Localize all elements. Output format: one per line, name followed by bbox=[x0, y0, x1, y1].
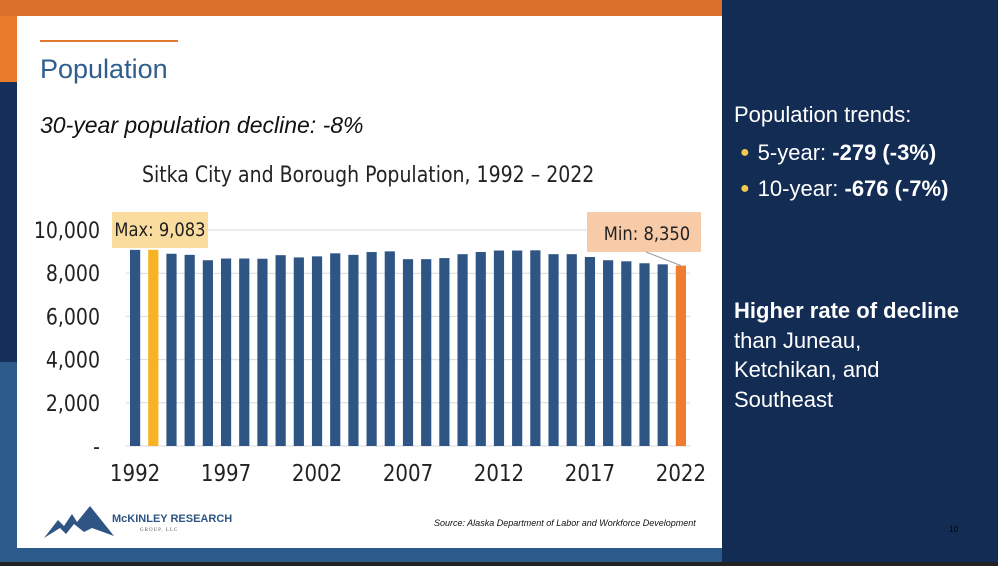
x-tick-label: 2017 bbox=[565, 461, 615, 488]
bar-2019 bbox=[621, 261, 632, 446]
bullet-label: 10-year: bbox=[757, 176, 845, 201]
bar-2001 bbox=[293, 257, 304, 446]
logo-subtitle: GROUP, LLC bbox=[140, 528, 179, 533]
comparison-line-3: Southeast bbox=[734, 387, 834, 412]
slide-subtitle: 30-year population decline: -8% bbox=[40, 112, 364, 138]
bar-1994 bbox=[166, 253, 177, 446]
slide-number: 10 bbox=[949, 525, 958, 534]
x-tick-label: 2007 bbox=[383, 461, 433, 488]
bar-2021 bbox=[657, 264, 668, 446]
min-label: Min: 8,350 bbox=[604, 224, 690, 245]
bar-2008 bbox=[421, 259, 432, 446]
source-note: Source: Alaska Department of Labor and W… bbox=[434, 518, 696, 528]
bar-2022 bbox=[675, 265, 686, 446]
bullet-value: -279 bbox=[832, 140, 883, 165]
bullet-percent: (-7%) bbox=[894, 176, 949, 201]
bar-2013 bbox=[512, 250, 523, 446]
min-label-box bbox=[587, 212, 701, 252]
trend-bullet-10-year: ● 10-year: -676 (-7%) bbox=[740, 176, 948, 202]
y-tick-label: - bbox=[93, 434, 100, 460]
bar-2011 bbox=[475, 252, 486, 446]
title-accent-line bbox=[40, 40, 178, 42]
bar-1999 bbox=[257, 258, 268, 446]
y-tick-label: 6,000 bbox=[46, 304, 100, 330]
bullet-percent: (-3%) bbox=[882, 140, 937, 165]
y-tick-label: 10,000 bbox=[34, 218, 100, 244]
comparison-line-1: than Juneau, bbox=[734, 328, 862, 353]
y-tick-label: 2,000 bbox=[46, 390, 100, 416]
right-panel bbox=[722, 0, 998, 564]
logo-name: McKINLEY RESEARCH bbox=[112, 513, 233, 525]
trends-heading: Population trends: bbox=[734, 102, 912, 127]
max-label-box bbox=[112, 212, 208, 248]
bar-2005 bbox=[366, 252, 377, 446]
bar-1996 bbox=[202, 260, 213, 446]
slide-title: Population bbox=[40, 54, 168, 84]
bar-2020 bbox=[639, 263, 650, 446]
bar-1998 bbox=[239, 258, 250, 446]
x-tick-label: 1992 bbox=[110, 461, 160, 488]
bar-1997 bbox=[220, 258, 232, 446]
x-tick-label: 2002 bbox=[292, 461, 342, 488]
bar-1992 bbox=[130, 249, 141, 446]
bar-2000 bbox=[275, 255, 286, 446]
bullet-value: -676 bbox=[844, 176, 895, 201]
decline-highlight: Higher rate of decline bbox=[734, 298, 959, 323]
top-orange-band bbox=[0, 0, 722, 16]
bar-2012 bbox=[493, 250, 505, 446]
bullet-label: 5-year: bbox=[757, 140, 833, 165]
bar-2017 bbox=[584, 257, 596, 446]
bar-2016 bbox=[566, 254, 577, 446]
bar-2007 bbox=[402, 259, 414, 446]
bottom-blue-band bbox=[0, 548, 722, 564]
mckinley-mountain-logo-icon bbox=[44, 506, 114, 538]
bottom-edge bbox=[0, 562, 998, 566]
bar-2015 bbox=[548, 254, 559, 446]
bar-2006 bbox=[384, 251, 395, 446]
bar-2009 bbox=[439, 258, 450, 446]
trend-bullet-5-year: ● 5-year: -279 (-3%) bbox=[740, 140, 936, 166]
chart-title: Sitka City and Borough Population, 1992 … bbox=[142, 163, 595, 188]
bullet-dot-icon: ● bbox=[740, 144, 750, 161]
bar-2004 bbox=[348, 254, 359, 446]
x-tick-label: 1997 bbox=[201, 461, 251, 488]
bar-2002 bbox=[311, 256, 323, 446]
x-tick-label: 2022 bbox=[656, 461, 706, 488]
min-leader-line bbox=[645, 251, 682, 267]
y-tick-label: 4,000 bbox=[46, 347, 100, 373]
bar-2010 bbox=[457, 254, 468, 446]
left-orange-band bbox=[0, 16, 17, 82]
bar-2014 bbox=[530, 250, 541, 446]
bullet-dot-icon: ● bbox=[740, 180, 750, 197]
bar-1995 bbox=[184, 254, 195, 446]
max-label: Max: 9,083 bbox=[114, 220, 205, 241]
bar-2018 bbox=[603, 260, 614, 446]
left-blue-band bbox=[0, 362, 17, 562]
x-tick-label: 2012 bbox=[474, 461, 524, 488]
left-navy-band bbox=[0, 82, 17, 362]
bar-2003 bbox=[330, 253, 341, 446]
comparison-line-2: Ketchikan, and bbox=[734, 357, 880, 382]
y-tick-label: 8,000 bbox=[46, 261, 100, 287]
bar-1993 bbox=[148, 249, 159, 446]
